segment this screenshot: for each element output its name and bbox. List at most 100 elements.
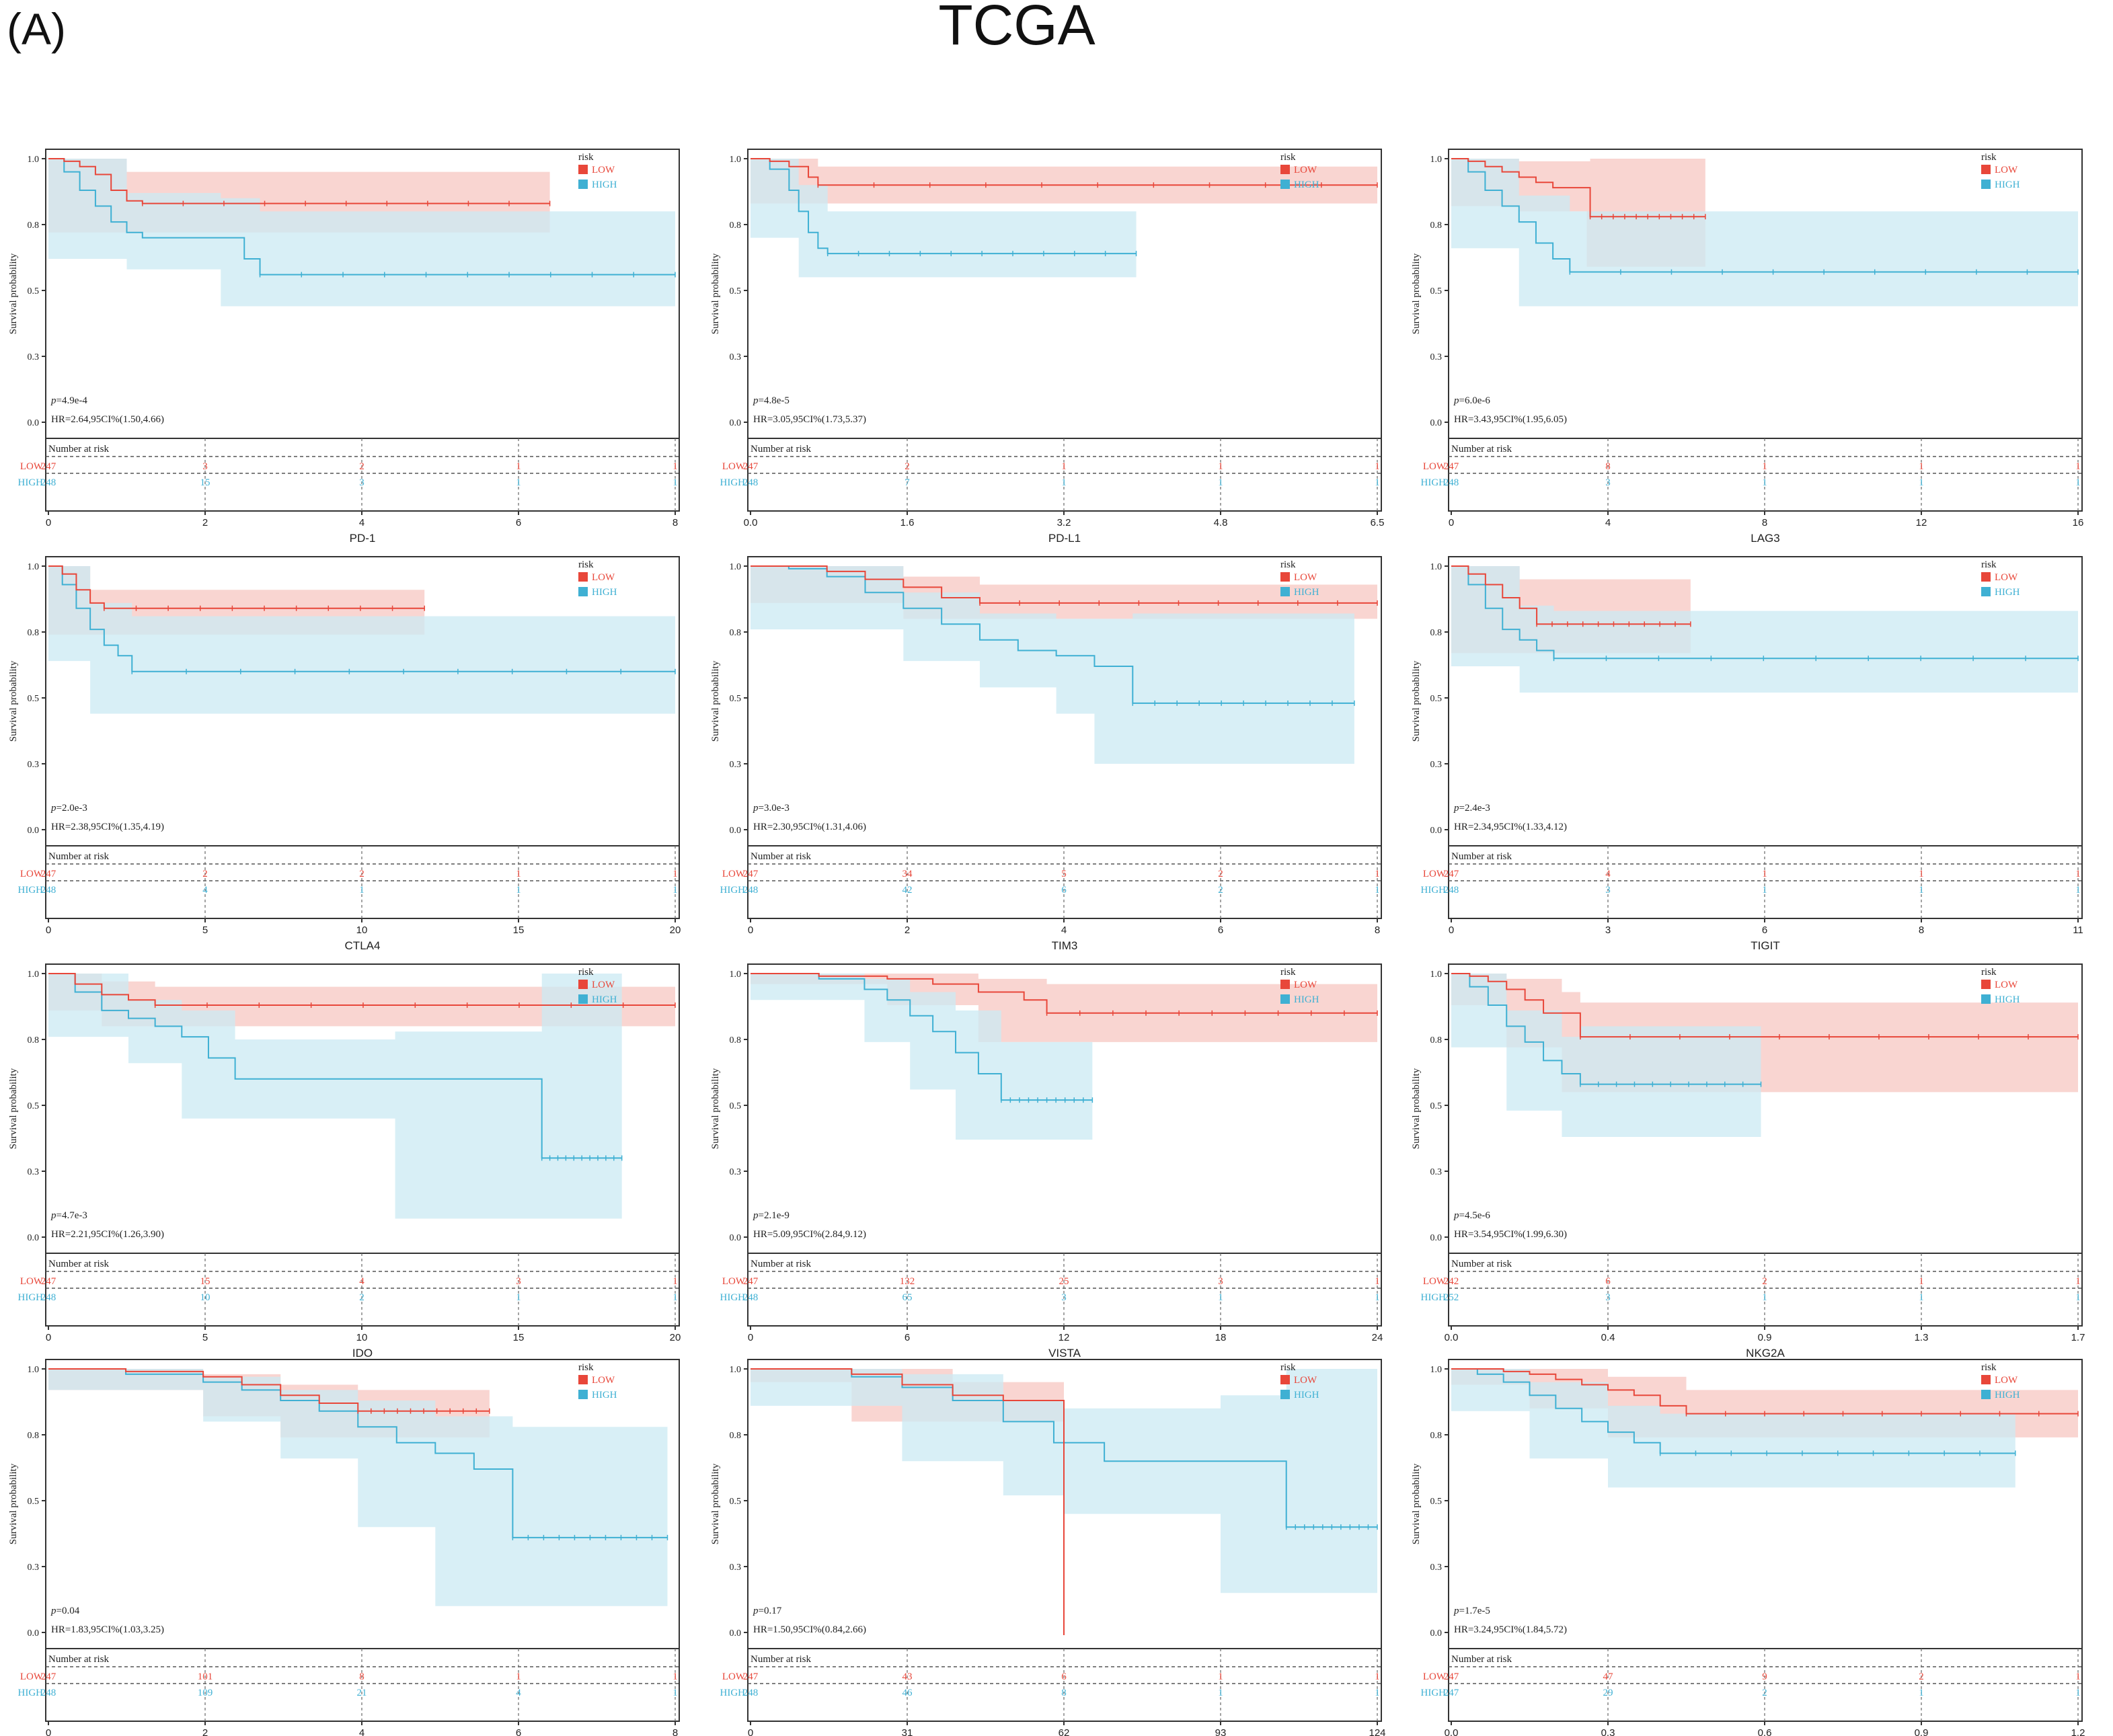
risk-low-count: 1 (1218, 1671, 1223, 1682)
risk-low-count: 1 (673, 869, 678, 879)
legend-low-swatch (1280, 980, 1290, 989)
x-tick-label: 0 (748, 924, 753, 936)
risk-low-count: 1 (1375, 1671, 1380, 1682)
risk-low-count: 1 (516, 461, 521, 472)
km-panel-ido: 0.0 0.3 0.5 0.8 1.0 Survival probability risk L… (8, 963, 681, 1359)
legend-low-swatch (578, 165, 588, 174)
high-ci-band (48, 1369, 668, 1606)
legend-high-swatch (1981, 180, 1991, 189)
legend-title: risk (578, 152, 594, 163)
risk-low-count: 6 (1061, 1671, 1067, 1682)
risk-table-frame (45, 1648, 680, 1722)
risk-low-count: 1 (1061, 461, 1067, 472)
legend-high-swatch (1981, 1390, 1991, 1399)
km-panel-vista: 0.0 0.3 0.5 0.8 1.0 Survival probability risk L… (710, 963, 1383, 1359)
x-axis-label: LAG3 (1751, 532, 1779, 545)
risk-low-count: 1 (1218, 461, 1223, 472)
risk-low-count: 1 (1375, 461, 1380, 472)
x-tick-label: 1.2 (2071, 1727, 2085, 1736)
risk-table-frame (1448, 1648, 2083, 1722)
y-tick-label: 1.0 (730, 1365, 742, 1375)
y-tick-label: 0.5 (28, 286, 40, 297)
figure-title: TCGA (938, 0, 1095, 56)
legend-high-label: HIGH (1294, 994, 1319, 1005)
risk-high-label: HIGH (720, 885, 746, 896)
legend-high-label: HIGH (1294, 587, 1319, 598)
risk-high-label: HIGH (18, 885, 44, 896)
legend-high-swatch (578, 180, 588, 189)
x-tick-label: 2 (905, 924, 910, 936)
risk-high-count: 3 (359, 477, 364, 488)
y-tick-label: 0.0 (1430, 418, 1443, 428)
km-panel-b7-h3: 0.0 0.3 0.5 0.8 1.0 Survival probability risk L… (710, 1359, 1386, 1736)
legend-low-swatch (578, 572, 588, 582)
risk-high-count: 1 (1762, 1292, 1767, 1303)
y-tick-label: 0.5 (730, 1101, 742, 1111)
y-axis-label: Survival probability (710, 660, 721, 742)
y-tick-label: 1.0 (730, 155, 742, 165)
risk-high-label: HIGH (18, 1688, 44, 1698)
p-value: p=4.7e-3 (50, 1210, 87, 1221)
x-tick-label: 0.3 (1601, 1727, 1615, 1736)
panel-grid: 0.0 0.3 0.5 0.8 1.0 Survival probability risk L… (8, 149, 2085, 1736)
risk-low-count: 8 (359, 1671, 364, 1682)
legend-title: risk (1280, 152, 1296, 163)
legend-low-swatch (1280, 165, 1290, 174)
risk-high-count: 248 (743, 477, 759, 488)
legend-low-label: LOW (1294, 980, 1317, 990)
x-tick-label: 5 (202, 924, 208, 936)
legend-high-swatch (1280, 994, 1290, 1004)
high-survival-curve (48, 565, 675, 672)
km-panel-lmtk3: 0.0 0.3 0.5 0.8 1.0 Survival probability risk L… (8, 1359, 680, 1736)
risk-low-count: 2 (1762, 1276, 1767, 1287)
x-tick-label: 0.0 (744, 517, 758, 528)
risk-high-label: HIGH (1421, 477, 1447, 488)
risk-low-label: LOW (1423, 1276, 1447, 1287)
x-tick-label: 0 (46, 1332, 51, 1343)
x-tick-label: 8 (673, 517, 678, 528)
high-ci-band (1451, 566, 2078, 693)
risk-high-count: 21 (357, 1688, 367, 1698)
x-tick-label: 0.9 (1758, 1332, 1772, 1343)
y-tick-label: 0.0 (1430, 1628, 1443, 1639)
risk-high-label: HIGH (720, 477, 746, 488)
x-tick-label: 11 (2073, 924, 2083, 936)
p-value: p=4.5e-6 (1453, 1210, 1490, 1221)
legend-low-swatch (1981, 980, 1991, 989)
risk-low-label: LOW (20, 1671, 44, 1682)
high-ci-band (1451, 1369, 2015, 1488)
x-tick-label: 8 (1375, 924, 1380, 936)
legend-high-label: HIGH (1995, 180, 2020, 190)
high-ci-band (1451, 974, 1761, 1138)
legend-title: risk (578, 1362, 594, 1373)
km-panel-tim3: 0.0 0.3 0.5 0.8 1.0 Survival probability risk L… (710, 556, 1382, 952)
risk-low-count: 1 (1375, 1276, 1380, 1287)
risk-low-count: 1 (673, 461, 678, 472)
y-tick-label: 0.5 (730, 694, 742, 704)
x-tick-label: 8 (1762, 517, 1767, 528)
risk-low-count: 3 (202, 461, 208, 472)
high-ci-band (48, 566, 675, 714)
risk-high-count: 1 (1375, 477, 1380, 488)
risk-high-count: 1 (2075, 885, 2081, 896)
hazard-ratio: HR=2.30,95CI%(1.31,4.06) (753, 822, 866, 832)
y-tick-label: 0.5 (28, 1497, 40, 1507)
x-tick-label: 0.0 (1445, 1727, 1459, 1736)
hazard-ratio: HR=2.21,95CI%(1.26,3.90) (51, 1229, 164, 1240)
legend-high-swatch (578, 587, 588, 596)
risk-low-count: 247 (743, 461, 759, 472)
y-tick-label: 0.3 (730, 760, 742, 770)
y-tick-label: 0.0 (28, 418, 40, 428)
legend-title: risk (1280, 967, 1296, 978)
risk-low-count: 3 (1218, 1276, 1223, 1287)
legend-title: risk (1280, 1362, 1296, 1373)
y-tick-label: 1.0 (28, 1365, 40, 1375)
risk-high-count: 248 (41, 885, 56, 896)
x-tick-label: 15 (513, 924, 525, 936)
y-tick-label: 0.8 (28, 1431, 40, 1441)
y-tick-label: 0.3 (730, 352, 742, 362)
risk-low-count: 247 (743, 869, 759, 879)
risk-low-count: 132 (900, 1276, 915, 1287)
y-tick-label: 0.0 (28, 1628, 40, 1639)
hazard-ratio: HR=1.83,95CI%(1.03,3.25) (51, 1624, 164, 1635)
